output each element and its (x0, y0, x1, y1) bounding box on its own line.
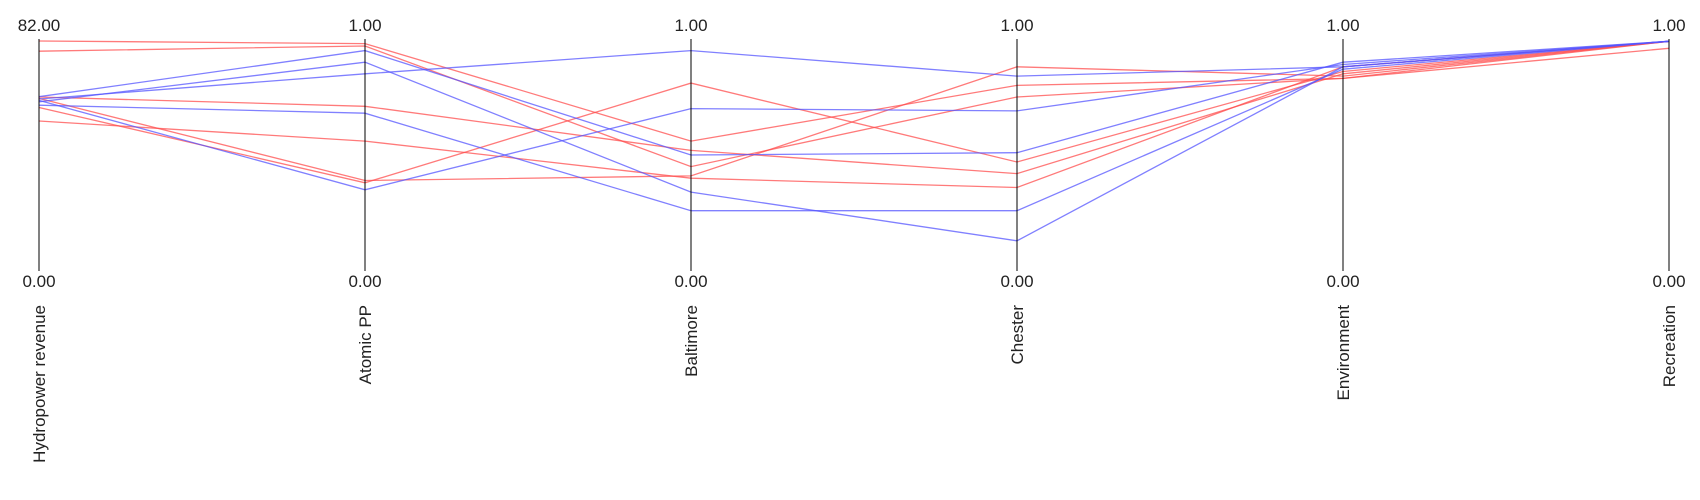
axis-title-hydropower-revenue: Hydropower revenue (30, 305, 49, 463)
series-line-9-blue (38, 40, 1670, 212)
axis-min-label-chester: 0.00 (1000, 272, 1033, 291)
series-line-5-red (38, 40, 1670, 184)
axis-title-baltimore: Baltimore (682, 305, 701, 377)
series-line-10-blue (38, 40, 1670, 191)
axis-max-label-atomic-pp: 1.00 (348, 16, 381, 35)
axis-title-chester: Chester (1008, 305, 1027, 365)
axis-max-label-hydropower-revenue: 82.00 (18, 16, 61, 35)
axis-max-label-recreation: 1.00 (1652, 16, 1685, 35)
axis-min-label-recreation: 0.00 (1652, 272, 1685, 291)
axis-min-label-atomic-pp: 0.00 (348, 272, 381, 291)
axes: 82.00 0.00 Hydropower revenue 1.00 0.00 Atomi… (18, 16, 1686, 463)
axis-title-environment: Environment (1334, 305, 1353, 401)
axis-max-label-chester: 1.00 (1000, 16, 1033, 35)
series-line-2-red (38, 40, 1670, 168)
axis-max-label-environment: 1.00 (1326, 16, 1359, 35)
axis-title-recreation: Recreation (1660, 305, 1679, 387)
series-lines (38, 40, 1670, 242)
axis-min-label-baltimore: 0.00 (674, 272, 707, 291)
series-line-6-red (38, 40, 1670, 182)
axis-title-atomic-pp: Atomic PP (356, 305, 375, 384)
series-line-1-red (38, 40, 1670, 142)
axis-max-label-baltimore: 1.00 (674, 16, 707, 35)
series-line-11-blue (38, 40, 1670, 100)
series-line-7-blue (38, 40, 1670, 156)
series-line-3-red (38, 40, 1670, 175)
axis-min-label-environment: 0.00 (1326, 272, 1359, 291)
axis-min-label-hydropower-revenue: 0.00 (22, 272, 55, 291)
